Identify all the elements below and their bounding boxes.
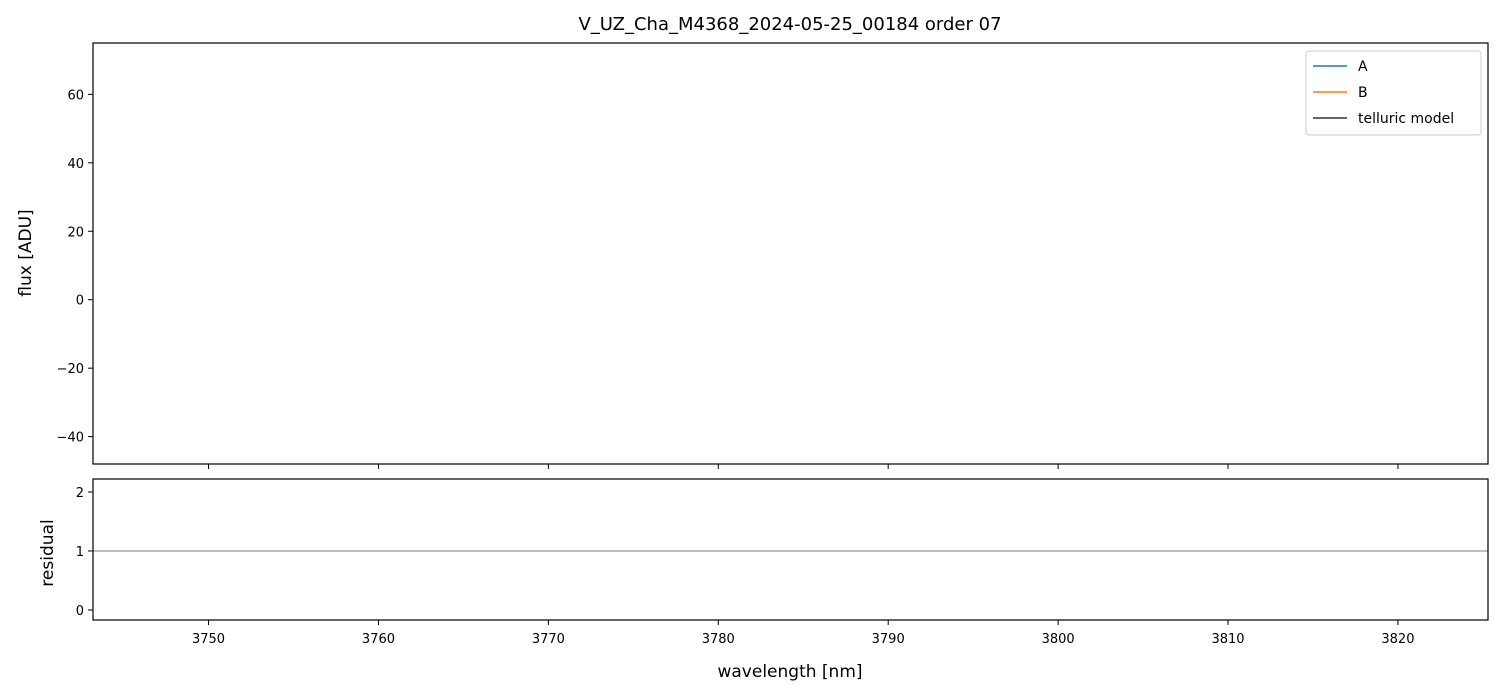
main-y-tick-label: 20	[67, 225, 84, 240]
x-tick-label: 3810	[1211, 632, 1244, 647]
legend-label-b: B	[1358, 85, 1368, 101]
residual-y-tick-label: 1	[76, 545, 84, 560]
main-x-ticks	[208, 464, 1399, 469]
residual-axes-frame	[92, 478, 1489, 621]
main-y-tick-label: 40	[67, 157, 84, 172]
main-y-tick-label: 0	[76, 294, 84, 309]
residual-panel: 3750 3760 3770 3780 3790 3800 3810 3820 0 1 2 res…	[38, 478, 1489, 682]
residual-x-ticks: 3750 3760 3770 3780 3790 3800 3810 3820	[192, 620, 1414, 647]
main-panel: −40 −20 0 20 40 60 flux [ADU] A B telluric mo…	[16, 42, 1489, 469]
x-tick-label: 3750	[192, 632, 225, 647]
x-tick-label: 3760	[362, 632, 395, 647]
main-y-ticks: −40 −20 0 20 40 60	[57, 88, 93, 446]
residual-series-group	[93, 550, 1488, 552]
residual-y-axis-label: residual	[38, 519, 58, 586]
residual-y-tick-label: 0	[76, 604, 84, 619]
x-tick-label: 3800	[1042, 632, 1075, 647]
legend-box	[1305, 50, 1482, 136]
main-axes-frame	[92, 42, 1489, 465]
chart-title: V_UZ_Cha_M4368_2024-05-25_00184 order 07	[578, 14, 1001, 35]
main-y-axis-label: flux [ADU]	[16, 209, 36, 296]
legend: A B telluric model	[1305, 50, 1482, 136]
legend-label-telluric: telluric model	[1358, 111, 1454, 127]
main-y-tick-label: −20	[57, 362, 84, 377]
x-tick-label: 3780	[702, 632, 735, 647]
x-tick-label: 3820	[1381, 632, 1414, 647]
x-tick-label: 3790	[872, 632, 905, 647]
legend-label-a: A	[1358, 59, 1368, 75]
residual-y-tick-label: 2	[76, 486, 84, 501]
residual-y-ticks: 0 1 2	[76, 486, 93, 619]
x-tick-label: 3770	[532, 632, 565, 647]
main-y-tick-label: −40	[57, 431, 84, 446]
x-axis-label: wavelength [nm]	[717, 662, 862, 682]
main-y-tick-label: 60	[67, 88, 84, 103]
